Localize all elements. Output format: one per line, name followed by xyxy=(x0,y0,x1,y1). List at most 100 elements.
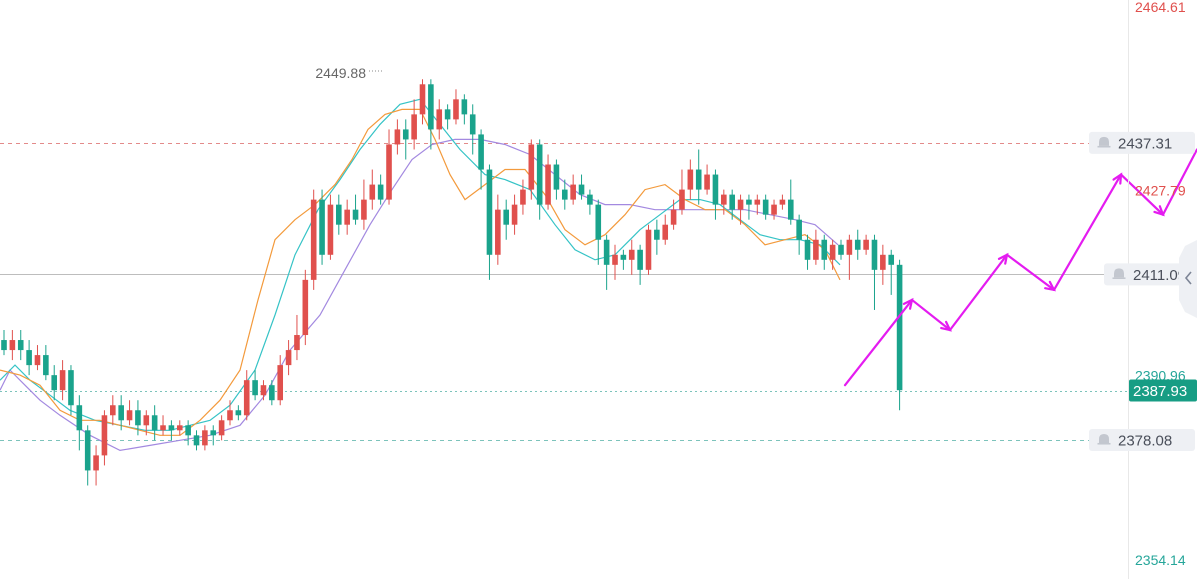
candle-up xyxy=(612,244,618,280)
candle-down xyxy=(402,119,409,160)
candle-down xyxy=(854,229,861,260)
candle-down xyxy=(762,194,769,220)
bell-tag-label: 2411.09 xyxy=(1133,267,1186,284)
candle-body xyxy=(670,209,677,225)
candle-body xyxy=(679,189,685,210)
candle-body xyxy=(394,129,401,145)
candle-body xyxy=(185,425,191,436)
candle-body xyxy=(135,410,141,426)
candle-up xyxy=(59,360,66,401)
candle-body xyxy=(252,380,258,396)
bell-tag-bg xyxy=(1089,428,1195,451)
candle-up xyxy=(411,99,417,150)
candle-body xyxy=(243,380,250,416)
candle-body xyxy=(587,194,593,205)
candle-down xyxy=(871,234,878,310)
candle-body xyxy=(76,405,83,431)
candle-down xyxy=(43,345,49,381)
forecast-segment xyxy=(843,298,914,387)
candle-up xyxy=(771,199,777,220)
candle-down xyxy=(578,174,585,200)
candle-body xyxy=(302,279,309,336)
candle-body xyxy=(620,254,627,260)
candle-body xyxy=(352,209,359,220)
candle-body xyxy=(654,229,660,240)
candle-up xyxy=(327,194,334,260)
candle-body xyxy=(34,355,41,366)
candle-up xyxy=(511,194,518,235)
candle-down xyxy=(746,194,752,220)
candle-body xyxy=(779,199,786,205)
chevron-left-icon[interactable] xyxy=(1184,271,1192,285)
candle-body xyxy=(896,264,903,391)
candle-up xyxy=(344,199,350,235)
candle-body xyxy=(260,385,267,396)
candle-down xyxy=(729,189,735,220)
candle-down xyxy=(319,189,325,265)
candle-body xyxy=(17,340,24,351)
forecast-segment xyxy=(1052,173,1123,291)
candle-body xyxy=(612,254,618,265)
collapse-tab[interactable] xyxy=(1179,240,1197,318)
candle-body xyxy=(176,425,183,431)
price-tags: 2437.31 2411.09 2378.08 2387.93 xyxy=(1089,131,1197,451)
candle-down xyxy=(352,194,359,225)
candle-down xyxy=(185,420,191,446)
candle-down xyxy=(235,405,242,421)
candle-down xyxy=(252,370,258,401)
candle-body xyxy=(628,249,635,260)
current-price-tag xyxy=(1129,379,1197,402)
candle-down xyxy=(888,249,895,295)
axis-tick-label: 2464.61 xyxy=(1135,0,1186,15)
candle-body xyxy=(704,174,710,190)
candle-body xyxy=(478,134,484,170)
candle-body xyxy=(327,204,334,255)
candle-body xyxy=(101,415,108,456)
candle-up xyxy=(386,129,392,205)
candle-down xyxy=(561,179,568,210)
candle-body xyxy=(444,109,451,120)
candle-body xyxy=(310,199,317,280)
candle-body xyxy=(402,129,409,140)
candle-body xyxy=(746,199,752,205)
candle-down xyxy=(503,199,509,240)
candle-body xyxy=(151,415,158,431)
candle-up xyxy=(779,194,786,210)
candle-down xyxy=(896,259,903,411)
candle-body xyxy=(863,239,869,250)
candle-down xyxy=(26,340,32,376)
candle-down xyxy=(118,395,124,431)
candle-body xyxy=(888,254,895,265)
candle-body xyxy=(235,410,242,416)
candle-body xyxy=(428,84,434,130)
candle-up xyxy=(419,79,426,125)
candle-up xyxy=(126,400,133,426)
candle-up xyxy=(394,119,401,155)
candle-body xyxy=(687,169,694,190)
candle-body xyxy=(729,194,735,210)
candle-up xyxy=(176,420,183,436)
candle-up xyxy=(645,224,652,275)
candle-up xyxy=(721,189,727,215)
candle-body xyxy=(210,430,217,436)
candle-up xyxy=(528,139,535,200)
collapse-axis-button[interactable] xyxy=(1179,240,1197,318)
bell-icon xyxy=(1114,268,1124,278)
candle-body xyxy=(160,425,166,431)
candle-up xyxy=(846,234,853,280)
candle-down xyxy=(193,430,200,451)
candle-body xyxy=(578,184,585,195)
candle-down xyxy=(595,199,602,265)
bell-icon-base xyxy=(1097,442,1111,445)
bell-icon-base xyxy=(1097,145,1111,148)
candle-body xyxy=(68,370,74,406)
candle-body xyxy=(645,229,652,270)
candle-up xyxy=(110,395,116,426)
candle-up xyxy=(294,314,300,361)
candle-body xyxy=(637,249,643,270)
candle-up xyxy=(160,415,166,436)
candle-body xyxy=(787,199,794,220)
candle-down xyxy=(603,234,610,290)
candle-body xyxy=(503,209,509,225)
